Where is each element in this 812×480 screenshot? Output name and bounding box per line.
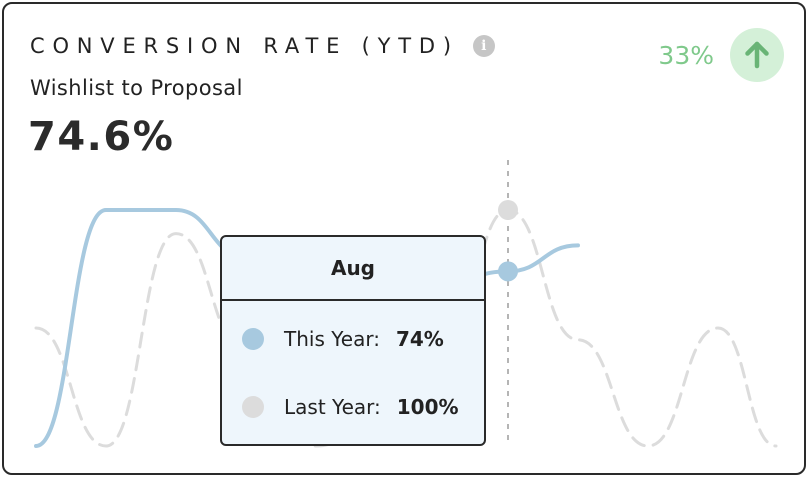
title-row: CONVERSION RATE (YTD) i [30, 34, 495, 58]
change-indicator: 33% [658, 28, 784, 82]
tooltip-value-last-year: 100% [396, 395, 459, 419]
tooltip-row-last-year: Last Year: 100% [242, 395, 459, 419]
card-subtitle: Wishlist to Proposal [30, 76, 243, 100]
info-icon[interactable]: i [472, 35, 495, 57]
card-title: CONVERSION RATE (YTD) [30, 34, 459, 58]
conversion-rate-card: CONVERSION RATE (YTD) i Wishlist to Prop… [2, 2, 806, 475]
tooltip-row-this-year: This Year: 74% [242, 327, 444, 351]
arrow-up-icon [730, 28, 784, 82]
tooltip-title: Aug [222, 237, 484, 301]
hover-point-this-year[interactable] [498, 261, 518, 282]
tooltip-label-this-year: This Year: [284, 327, 380, 351]
metric-value: 74.6% [28, 114, 175, 160]
tooltip-label-last-year: Last Year: [284, 395, 381, 419]
series-swatch-last-year [242, 396, 264, 418]
series-swatch-this-year [242, 328, 264, 350]
hover-point-last-year[interactable] [498, 200, 518, 220]
chart-tooltip: Aug This Year: 74% Last Year: 100% [220, 235, 486, 446]
tooltip-value-this-year: 74% [395, 327, 444, 351]
series-line-last-year [34, 208, 778, 448]
change-percent: 33% [658, 40, 714, 70]
